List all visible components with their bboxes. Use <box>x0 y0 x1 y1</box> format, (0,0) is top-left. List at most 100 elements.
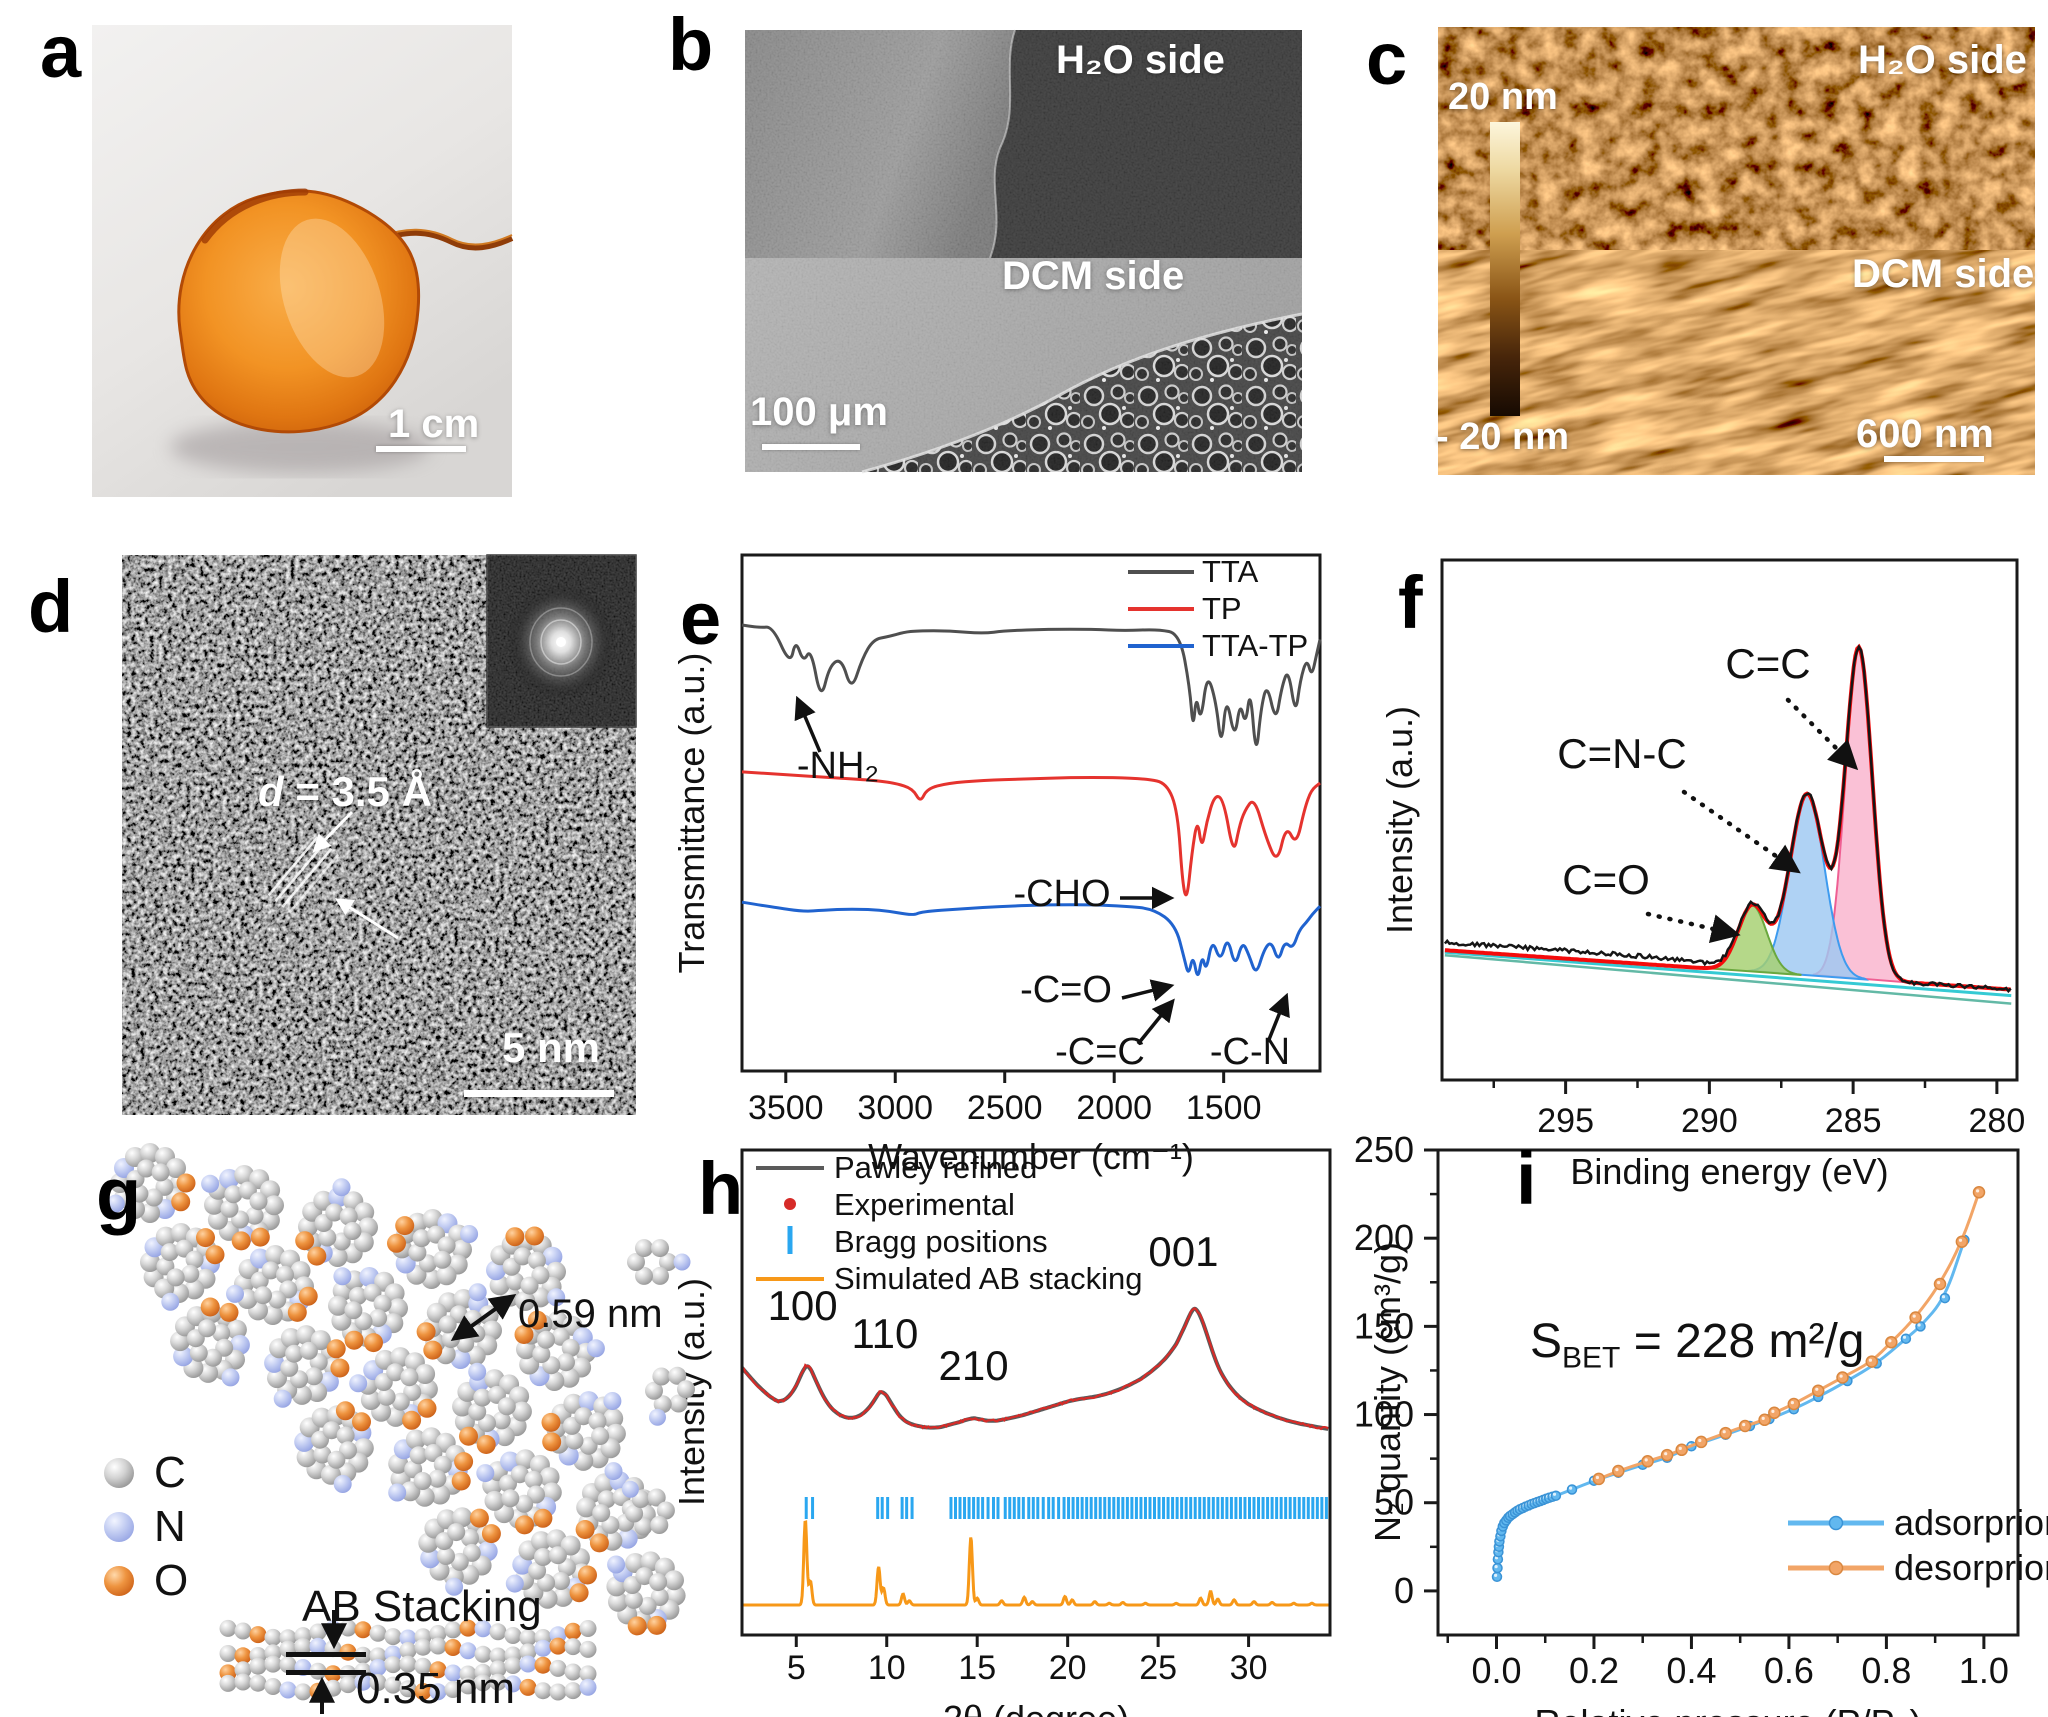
atom-sphere <box>600 1438 621 1459</box>
atom-sphere <box>534 1656 552 1674</box>
atom-sphere <box>515 1291 536 1311</box>
atom-sphere <box>348 1286 367 1305</box>
x-tick-label: 0.4 <box>1666 1650 1716 1691</box>
atom-sphere <box>635 1239 653 1258</box>
x-tick-label: 285 <box>1825 1102 1882 1140</box>
marker-highlight <box>1917 1323 1921 1327</box>
atom-sphere <box>279 1681 297 1699</box>
g-legend-nitrogen-label: N <box>154 1502 186 1551</box>
panel-letter-g: g <box>96 1153 142 1236</box>
sbet-value: = 228 m²/g <box>1620 1315 1865 1368</box>
marker-highlight <box>1569 1486 1573 1490</box>
desorprion-marker <box>1933 1277 1947 1291</box>
atom-sphere <box>635 1266 653 1285</box>
atom-sphere <box>196 1228 215 1248</box>
xps-peak-annotation: C=N-C <box>1557 730 1687 777</box>
atom-sphere <box>226 1284 244 1303</box>
atom-sphere <box>151 1163 170 1182</box>
atom-sphere <box>290 1261 311 1281</box>
adsorprion-marker <box>1492 1562 1503 1574</box>
x-axis-title: Wavenumber (cm⁻¹) <box>868 1136 1194 1177</box>
atom-sphere <box>677 1380 695 1399</box>
atom-sphere <box>234 1622 252 1640</box>
atom-sphere <box>391 1392 410 1411</box>
x-tick-label: 3500 <box>748 1089 824 1127</box>
atom-sphere <box>652 1367 671 1386</box>
atom-sphere <box>621 1480 639 1498</box>
atom-sphere <box>328 1295 348 1316</box>
annotation-arrow <box>1121 979 1175 1002</box>
c-scale-bar <box>1884 456 1984 462</box>
atom-sphere <box>280 1328 301 1348</box>
atom-sphere <box>373 1294 392 1313</box>
atom-sphere <box>489 1623 507 1641</box>
atom-sphere <box>166 1268 185 1287</box>
atom-sphere <box>519 1629 537 1647</box>
atom-sphere <box>505 1574 524 1593</box>
fft-ring <box>529 607 593 677</box>
atom-sphere <box>166 1158 186 1178</box>
marker-highlight <box>1761 1416 1765 1420</box>
panel-d-tem <box>122 554 637 1115</box>
atom-sphere <box>304 1367 323 1386</box>
atom-sphere <box>219 1168 240 1189</box>
interlayer-gap-bar <box>286 1670 366 1675</box>
panel-letter-b: b <box>668 3 714 86</box>
ir-band-annotation: -C=O <box>1020 969 1112 1011</box>
c-h2o-side-label: H₂O side <box>1858 38 2027 82</box>
atom-sphere <box>333 1267 352 1286</box>
atom-sphere <box>528 1561 547 1580</box>
atom-sphere <box>375 1349 395 1370</box>
d-italic: d <box>258 768 284 815</box>
atom-sphere <box>548 1546 567 1565</box>
atom-sphere <box>322 1421 341 1440</box>
atom-sphere <box>352 1412 371 1432</box>
atom-sphere <box>459 1426 478 1446</box>
atom-sphere <box>249 1626 267 1644</box>
atom-sphere <box>369 1309 388 1328</box>
atom-sphere <box>254 1286 272 1305</box>
atom-sphere <box>588 1412 607 1431</box>
legend-label: desorprion <box>1894 1547 2048 1588</box>
fit-baseline <box>1444 953 2012 1005</box>
desorprion-marker <box>1972 1186 1986 1199</box>
atom-sphere <box>476 1435 496 1454</box>
atom-sphere <box>409 1446 428 1465</box>
x-tick-label: 0.2 <box>1569 1650 1619 1691</box>
atom-sphere <box>539 1467 560 1488</box>
atom-sphere <box>330 1358 350 1378</box>
atom-sphere <box>130 1184 149 1203</box>
a-scale-bar <box>376 446 466 452</box>
atom-sphere <box>608 1591 628 1612</box>
atom-sphere <box>402 1410 422 1430</box>
x-tick-label: 2000 <box>1076 1089 1152 1127</box>
x-tick-label: 0.6 <box>1764 1650 1814 1691</box>
film-rim <box>201 188 309 244</box>
atom-sphere <box>484 1490 505 1511</box>
y-axis-title: Transmittance (a.u.) <box>671 653 712 974</box>
atom-sphere <box>542 1246 563 1267</box>
atom-sphere <box>408 1243 427 1262</box>
carbon-sphere-icon <box>104 1458 134 1488</box>
atom-sphere <box>668 1366 687 1385</box>
atom-sphere <box>510 1465 529 1484</box>
atom-sphere <box>519 1678 537 1696</box>
y-axis-title: N₂ quantity (cm³/g) <box>1367 1242 1408 1542</box>
atom-sphere <box>520 1276 539 1295</box>
atom-sphere <box>399 1680 417 1698</box>
atom-sphere <box>607 1555 626 1574</box>
atom-sphere <box>327 1450 346 1469</box>
x-tick-label: 280 <box>1969 1102 2026 1140</box>
desorprion-marker <box>1787 1397 1801 1411</box>
x-tick-label: 2500 <box>967 1089 1043 1127</box>
atom-sphere <box>430 1484 451 1505</box>
atom-sphere <box>527 1251 546 1270</box>
atom-sphere <box>343 1222 362 1240</box>
atom-sphere <box>542 1432 562 1452</box>
ir-band-annotation: -C-N <box>1210 1031 1290 1073</box>
axes-frame <box>1440 558 2019 1082</box>
atom-sphere <box>295 1231 315 1251</box>
b-scale-bar <box>762 444 860 450</box>
atom-sphere <box>533 1508 553 1528</box>
